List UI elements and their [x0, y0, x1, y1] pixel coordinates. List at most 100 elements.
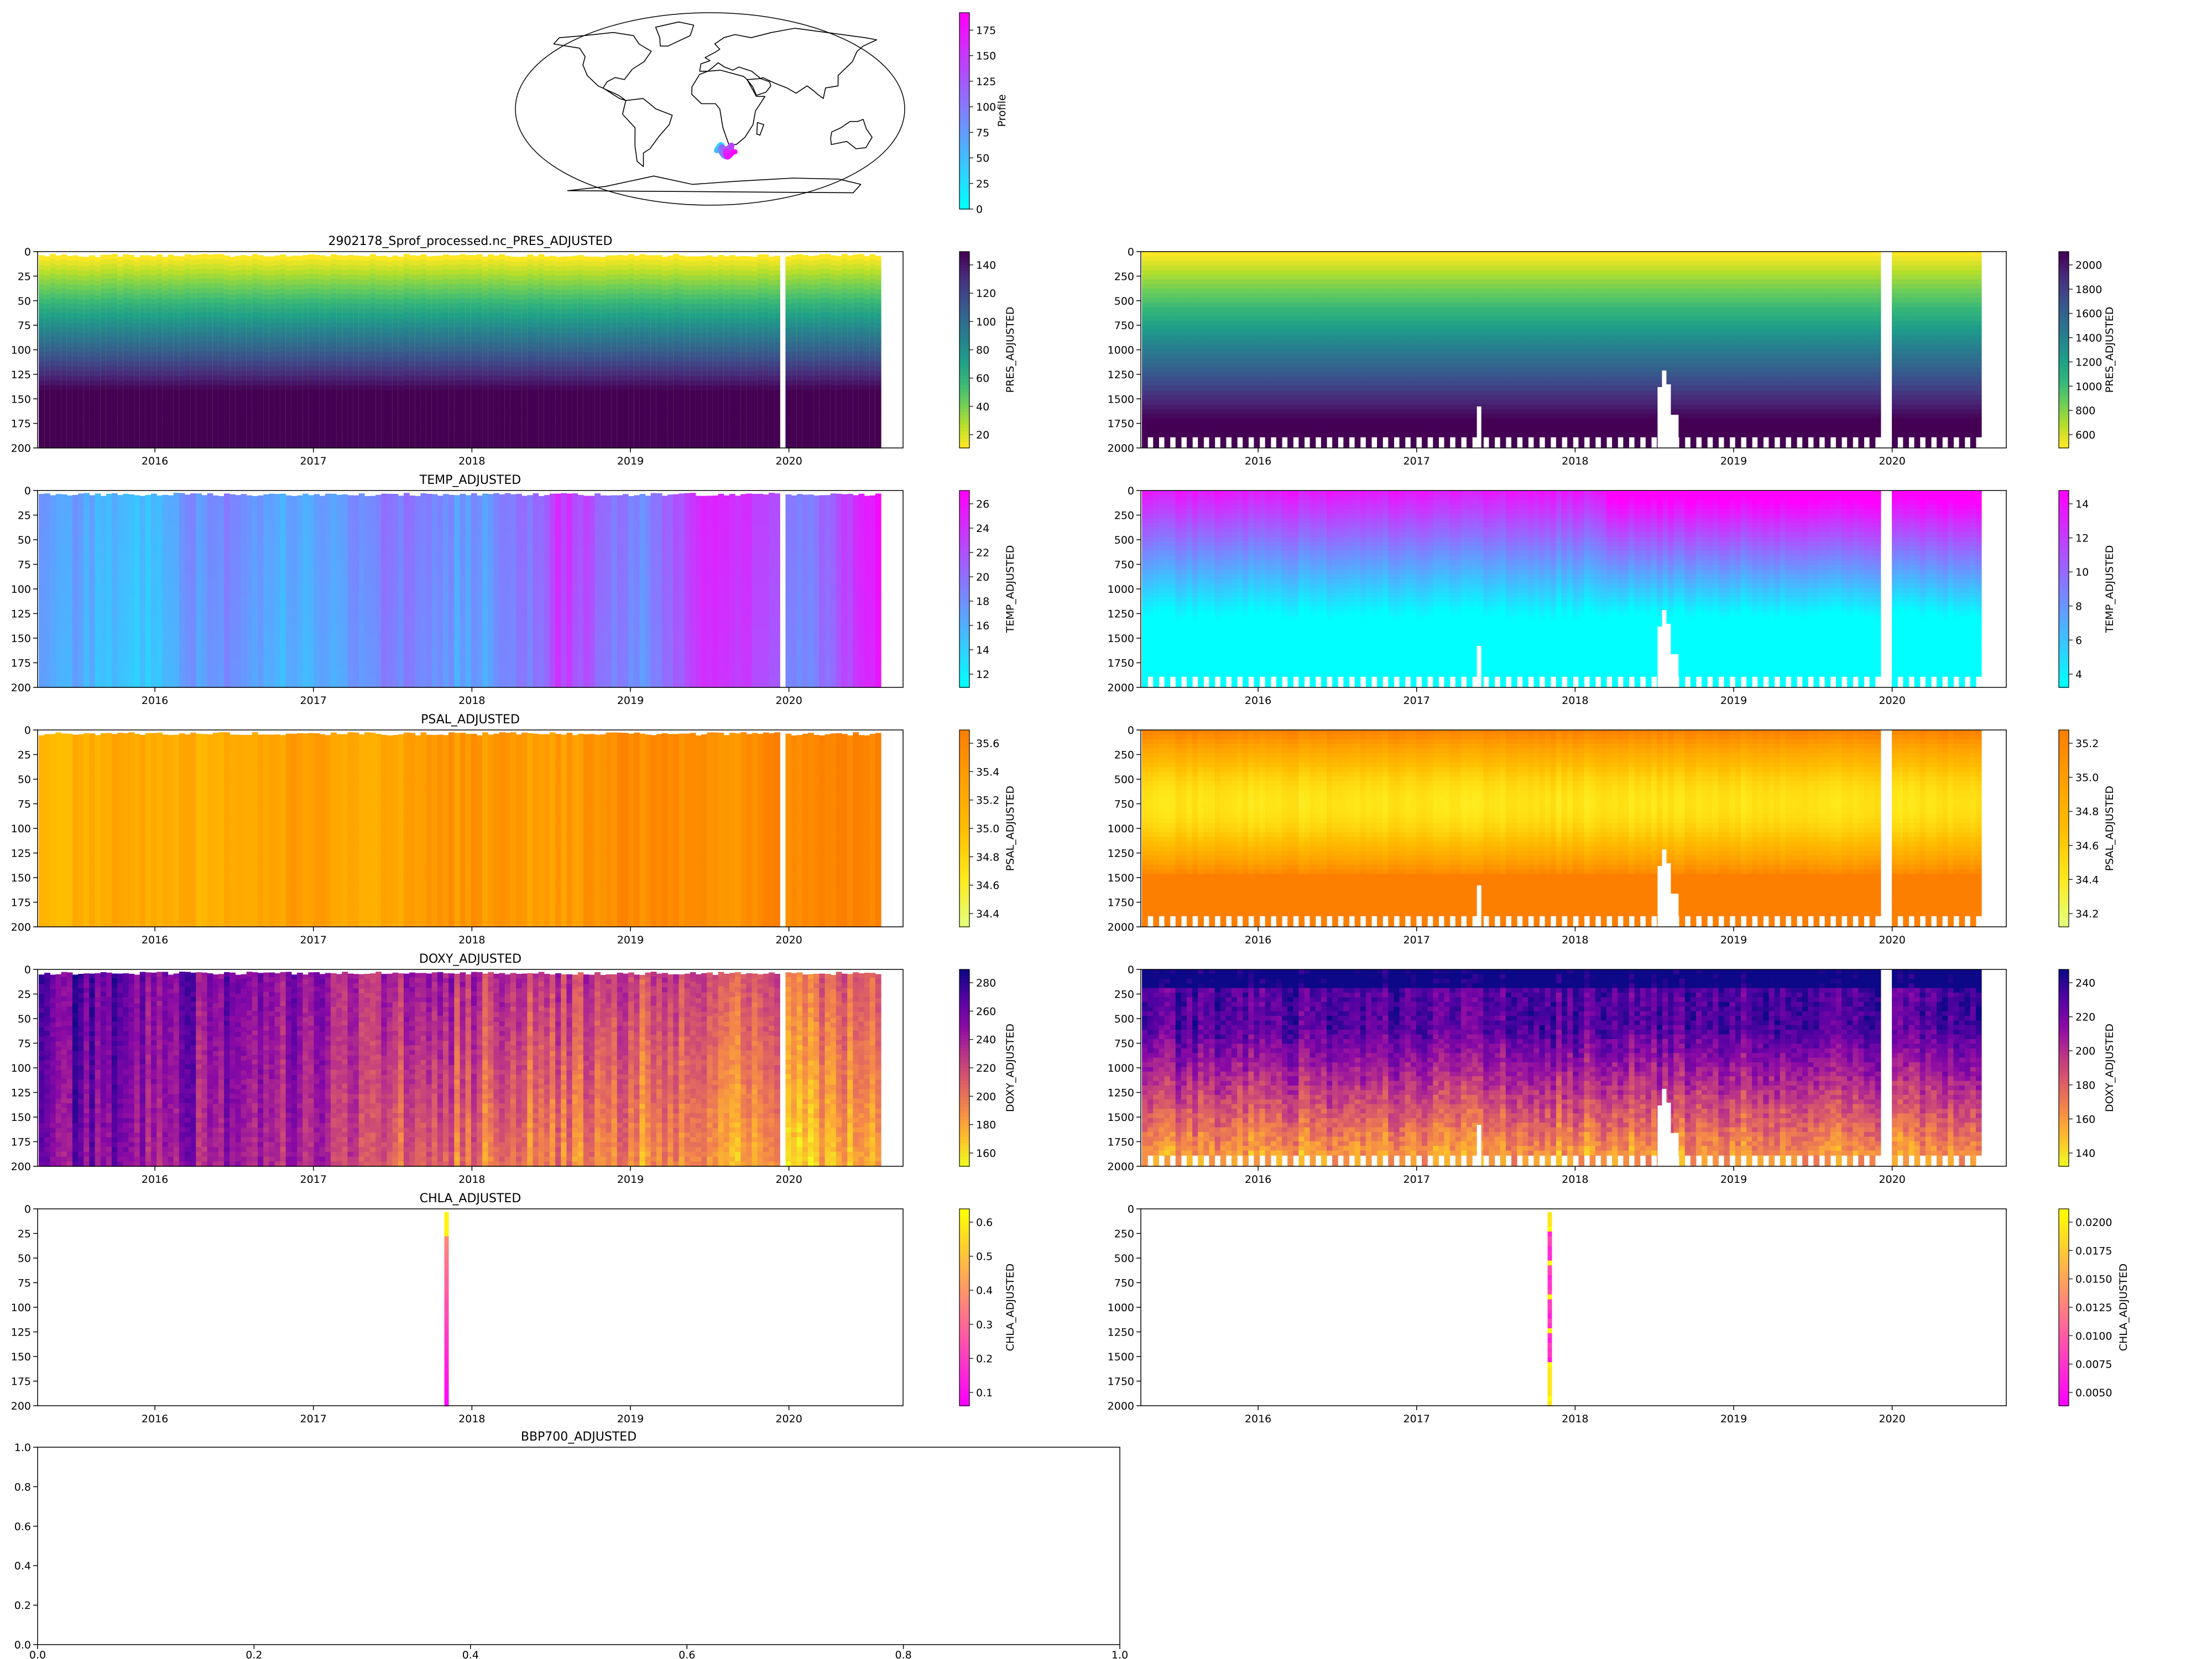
cell [258, 304, 264, 309]
cell [213, 409, 219, 415]
cell [95, 305, 101, 310]
cell [229, 305, 236, 310]
cell [229, 267, 236, 272]
cell [196, 303, 202, 309]
cell [302, 390, 309, 395]
cell [297, 309, 303, 314]
cell [274, 395, 280, 400]
cell [156, 279, 163, 284]
cell [415, 376, 421, 381]
cell [84, 381, 90, 386]
cell [241, 279, 247, 285]
cell [61, 429, 67, 434]
cell [218, 438, 225, 444]
cell [134, 386, 140, 391]
cell [302, 439, 309, 444]
cell [185, 366, 191, 371]
cell [353, 275, 359, 280]
cell [95, 333, 101, 338]
cell [258, 337, 264, 343]
cell [263, 319, 269, 324]
cell [336, 265, 342, 270]
cell [336, 284, 342, 290]
cell [229, 290, 236, 295]
cell [258, 265, 264, 270]
cell [291, 318, 298, 323]
cell [325, 257, 331, 262]
cell [302, 414, 309, 420]
cell [252, 434, 258, 439]
cell [409, 294, 415, 299]
cell [84, 352, 90, 357]
cell [145, 380, 152, 386]
cell [241, 429, 247, 434]
cell [302, 269, 309, 275]
cell [185, 336, 191, 342]
cell [61, 346, 67, 352]
cell [286, 319, 292, 324]
cell [241, 274, 247, 280]
cell [381, 289, 387, 294]
cell [179, 371, 185, 376]
cell [39, 409, 45, 415]
cell [252, 312, 258, 317]
cell [415, 371, 421, 376]
cell [128, 322, 134, 328]
cell [101, 264, 107, 270]
cell [72, 366, 79, 372]
cell [140, 265, 146, 270]
cell [156, 380, 163, 385]
cell [409, 419, 415, 425]
cell [398, 390, 404, 395]
cell [84, 367, 90, 372]
cell [269, 275, 275, 280]
cell [72, 327, 79, 333]
cell [50, 394, 56, 400]
cell [398, 419, 404, 424]
cell [370, 356, 376, 361]
cell [364, 385, 371, 390]
cell [398, 280, 404, 285]
cell [364, 439, 371, 444]
cell [162, 357, 168, 362]
cell [123, 371, 129, 376]
cell [364, 367, 371, 372]
cell [235, 414, 241, 419]
cell [364, 304, 371, 309]
cell [95, 390, 101, 395]
cell [72, 424, 79, 429]
cell [353, 327, 359, 333]
cell [78, 266, 84, 271]
cell [201, 351, 207, 357]
cell [224, 328, 230, 333]
cell [274, 409, 280, 414]
cell [140, 434, 146, 439]
cell [420, 259, 426, 265]
cell [61, 371, 67, 376]
cell [72, 419, 79, 425]
cell [381, 439, 387, 444]
cell [364, 395, 371, 400]
cell [168, 380, 174, 386]
cell [336, 304, 342, 309]
cell [258, 347, 264, 352]
cell [325, 385, 331, 390]
cell [207, 289, 213, 294]
cell [308, 429, 314, 434]
cell [314, 404, 320, 410]
cell [404, 356, 410, 361]
cell [196, 259, 202, 265]
cell [359, 265, 365, 270]
cell [112, 429, 118, 434]
cell [50, 371, 56, 376]
cell [331, 404, 337, 410]
cell [224, 390, 230, 395]
cell [179, 439, 185, 444]
cell [387, 381, 393, 386]
cell [50, 322, 56, 327]
cell [359, 280, 365, 285]
cell [156, 424, 163, 429]
cell [123, 341, 129, 347]
cell [67, 371, 73, 376]
cell [84, 319, 90, 324]
